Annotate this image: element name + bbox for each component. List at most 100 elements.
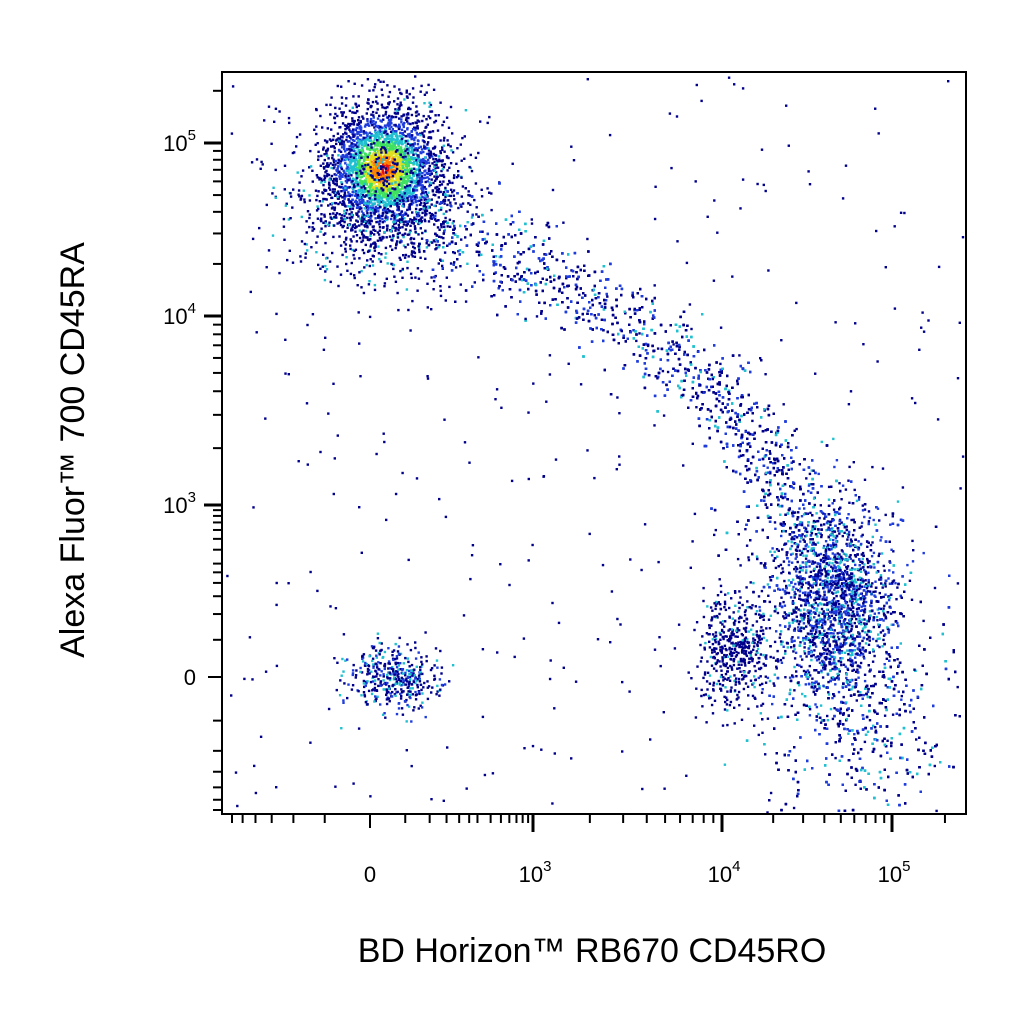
event-dot (378, 257, 381, 261)
event-dot (339, 244, 343, 247)
event-dot (291, 261, 295, 264)
event-dot (410, 147, 414, 151)
event-dot (349, 169, 353, 172)
event-dot (344, 179, 348, 183)
event-dot (381, 93, 384, 97)
event-dot (399, 146, 403, 149)
event-dot (417, 159, 420, 162)
event-dot (340, 146, 344, 149)
event-dot (291, 151, 295, 155)
event-dot (358, 202, 361, 205)
event-dot (418, 184, 421, 187)
event-dot (490, 192, 493, 195)
event-dot (334, 159, 337, 163)
event-dot (370, 160, 373, 163)
event-dot (323, 278, 327, 282)
event-dot (408, 135, 412, 139)
event-dot (361, 214, 364, 217)
event-dot (398, 125, 401, 128)
event-dot (384, 209, 388, 212)
event-dot (342, 169, 345, 172)
event-dot (378, 226, 382, 229)
event-dot (448, 208, 452, 212)
event-dot (299, 197, 303, 200)
event-dot (413, 197, 416, 201)
event-dot (356, 200, 359, 204)
event-dot (446, 225, 449, 228)
event-dot (336, 161, 339, 165)
event-dot (368, 167, 371, 170)
event-dot (378, 176, 381, 180)
event-dot (331, 154, 334, 157)
event-dot (358, 224, 361, 227)
event-dot (421, 191, 424, 194)
event-dot (414, 185, 417, 188)
event-dot (349, 155, 352, 159)
event-dot (449, 188, 453, 191)
event-dot (424, 214, 427, 217)
event-dot (372, 116, 375, 119)
event-dot (400, 200, 403, 204)
event-dot (404, 246, 407, 249)
event-dot (355, 240, 359, 243)
event-dot (296, 171, 299, 174)
event-dot (361, 219, 364, 222)
event-dot (328, 260, 332, 263)
event-dot (365, 206, 368, 209)
event-dot (343, 155, 347, 158)
event-dot (355, 177, 359, 180)
event-dot (375, 187, 378, 190)
event-dot (404, 174, 408, 177)
event-dot (442, 236, 445, 240)
event-dot (351, 225, 354, 229)
event-dots (226, 75, 965, 814)
event-dot (393, 179, 396, 183)
event-dot (362, 130, 366, 133)
event-dot (385, 144, 388, 147)
event-dot (369, 189, 372, 193)
event-dot (376, 198, 379, 202)
event-dot (401, 233, 404, 237)
event-dot (398, 105, 401, 108)
event-dot (387, 171, 390, 174)
event-dot (355, 126, 358, 130)
event-dot (335, 180, 338, 183)
event-dot (428, 172, 431, 176)
event-dot (371, 176, 374, 179)
event-dot (427, 191, 430, 194)
event-dot (352, 159, 355, 163)
event-dot (392, 263, 395, 267)
event-dot (424, 147, 427, 150)
event-dot (382, 80, 385, 83)
event-dot (476, 244, 480, 247)
event-dot (412, 158, 415, 161)
event-dot (411, 101, 415, 104)
event-dot (350, 261, 353, 265)
event-dot (402, 199, 405, 203)
event-dot (344, 188, 348, 192)
event-dot (302, 189, 305, 192)
event-dot (401, 164, 404, 167)
event-dot (367, 178, 370, 181)
event-dot (341, 113, 344, 116)
event-dot (412, 137, 415, 140)
event-dot (433, 175, 436, 178)
event-dot (291, 206, 294, 209)
event-dot (389, 204, 392, 208)
event-dot (369, 198, 372, 201)
event-dot (352, 168, 356, 171)
event-dot (357, 143, 360, 146)
event-dot (414, 126, 417, 129)
event-dot (345, 262, 348, 266)
event-dot (432, 168, 435, 172)
event-dot (390, 192, 394, 196)
event-dot (385, 186, 389, 189)
event-dot (440, 225, 443, 229)
event-dot (347, 80, 350, 83)
event-dot (423, 196, 426, 199)
event-dot (359, 129, 363, 132)
event-dot (393, 147, 396, 150)
event-dot (387, 189, 390, 192)
event-dot (446, 194, 449, 197)
event-dot (412, 96, 415, 99)
